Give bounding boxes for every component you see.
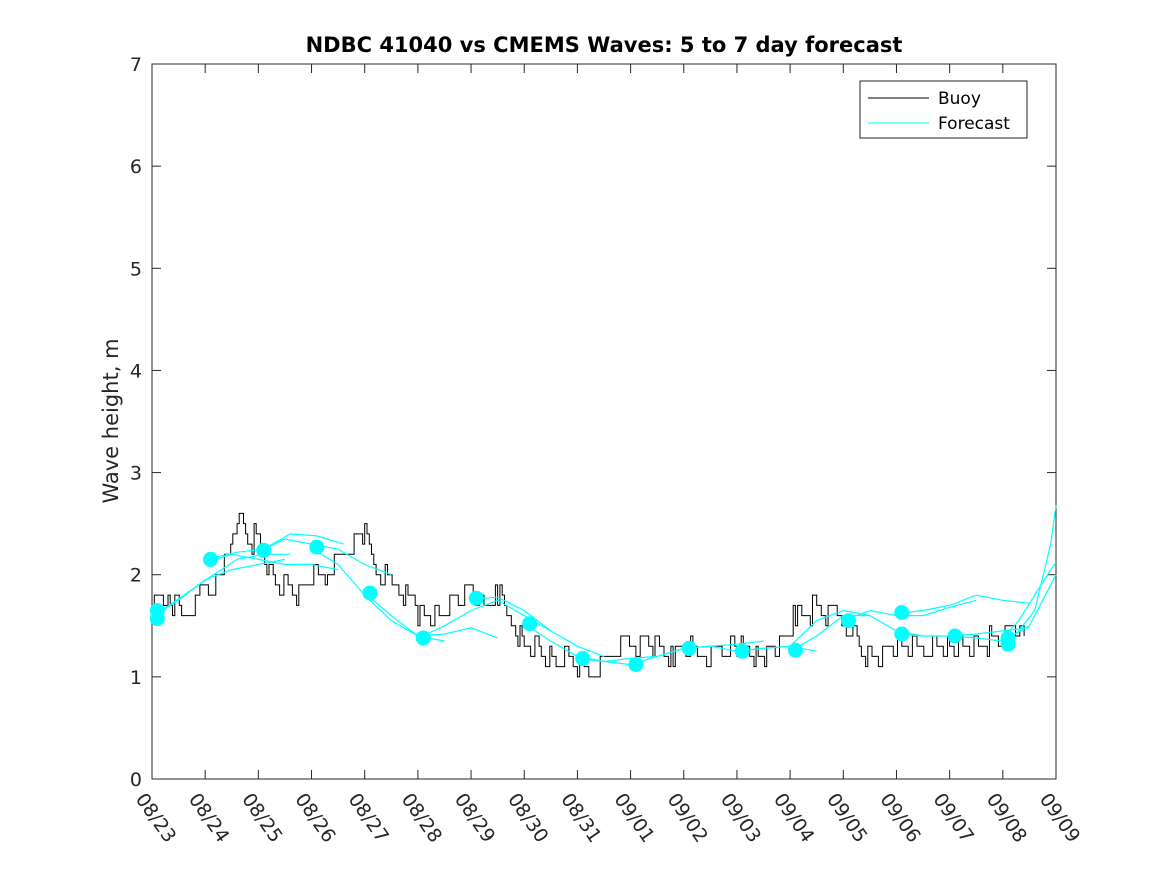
forecast-marker xyxy=(894,605,910,620)
y-tick-label: 3 xyxy=(130,463,142,485)
y-axis-label: Wave height, m xyxy=(99,338,123,503)
forecast-line xyxy=(364,592,498,639)
forecast-marker xyxy=(681,640,697,656)
forecast-marker xyxy=(415,630,431,646)
forecast-marker xyxy=(468,590,484,606)
forecast-line xyxy=(210,533,344,559)
forecast-line xyxy=(205,553,339,571)
y-tick-label: 7 xyxy=(130,54,142,76)
forecast-marker xyxy=(734,643,750,659)
y-tick-label: 2 xyxy=(130,565,142,587)
forecast-line xyxy=(736,609,871,652)
forecast-line xyxy=(843,599,977,622)
forecast-marker xyxy=(841,613,857,629)
y-tick-label: 6 xyxy=(130,156,142,178)
chart-title: NDBC 41040 vs CMEMS Waves: 5 to 7 day fo… xyxy=(306,33,903,57)
legend: Buoy Forecast xyxy=(859,80,1028,139)
forecast-marker xyxy=(1000,630,1016,646)
forecast-marker xyxy=(203,551,218,567)
forecast-markers xyxy=(149,539,1016,673)
forecast-marker xyxy=(947,628,963,644)
forecast-line xyxy=(1002,562,1057,639)
buoy-line xyxy=(152,512,1025,678)
forecast-marker xyxy=(309,539,325,555)
legend-forecast-label: Forecast xyxy=(938,114,1010,134)
forecast-line xyxy=(258,538,392,576)
y-axis: 0 1 2 3 4 5 6 7 xyxy=(130,54,1056,791)
y-tick-label: 1 xyxy=(130,667,142,689)
legend-box xyxy=(859,80,1028,139)
plot-area xyxy=(151,63,1057,780)
forecast-marker xyxy=(256,542,272,558)
forecast-line xyxy=(896,627,1030,637)
forecast-marker xyxy=(787,642,803,658)
forecast-marker xyxy=(522,616,538,632)
forecast-marker xyxy=(894,626,910,642)
y-tick-label: 0 xyxy=(130,769,142,791)
buoy-series xyxy=(152,512,1025,678)
forecast-marker xyxy=(149,611,165,627)
forecast-line xyxy=(896,594,1030,615)
legend-buoy-label: Buoy xyxy=(938,89,981,109)
forecast-marker xyxy=(575,651,591,666)
forecast-marker xyxy=(628,657,644,673)
forecast-marker xyxy=(362,585,378,601)
forecast-line xyxy=(151,558,286,619)
y-tick-label: 4 xyxy=(130,360,142,382)
y-tick-label: 5 xyxy=(130,258,142,280)
forecast-line xyxy=(471,596,605,657)
